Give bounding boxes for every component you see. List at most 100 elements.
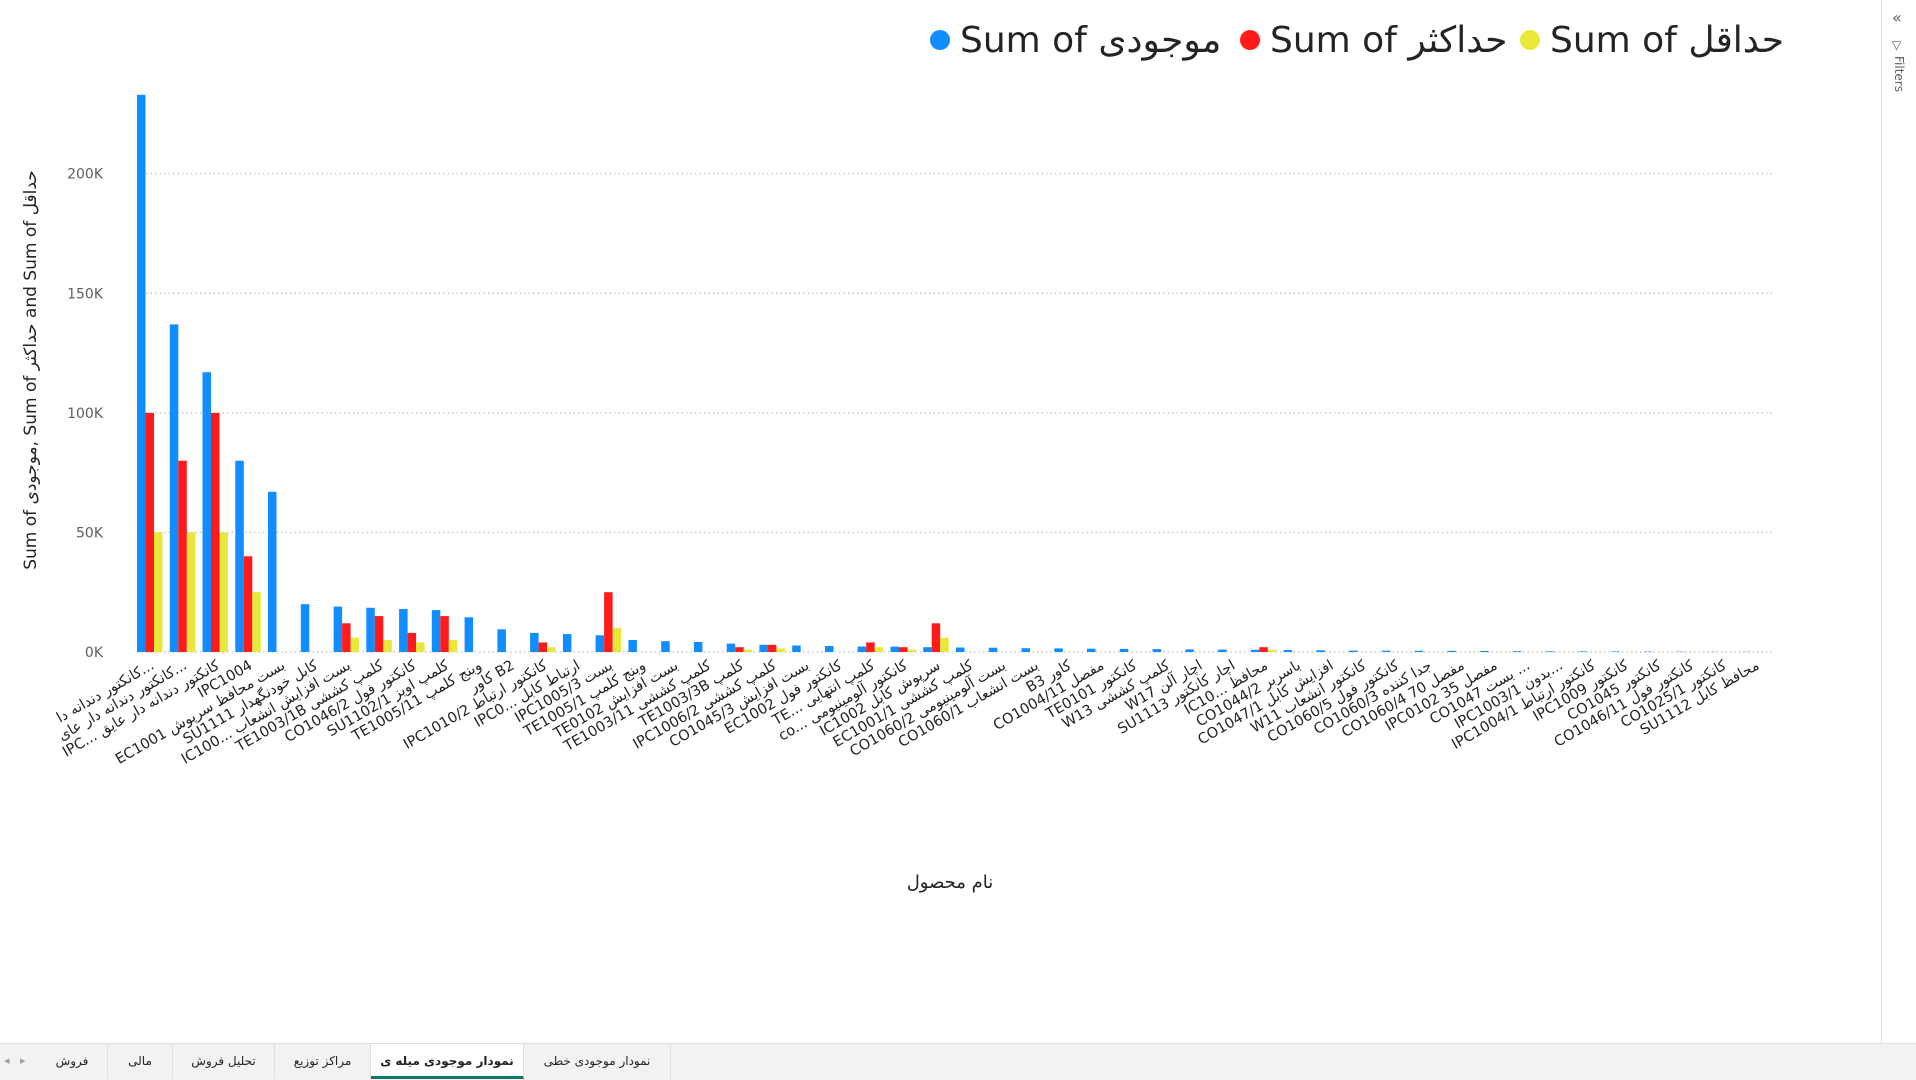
- bar-1[interactable]: [137, 95, 146, 652]
- tab-finance[interactable]: مالی: [108, 1044, 173, 1079]
- bar-1[interactable]: [759, 645, 768, 652]
- bar-3[interactable]: [416, 642, 425, 652]
- bar-1[interactable]: [399, 609, 408, 652]
- bar-3[interactable]: [383, 640, 392, 652]
- bar-2[interactable]: [211, 413, 220, 652]
- bar-1[interactable]: [661, 641, 670, 652]
- tab-inventory-bar-chart[interactable]: نمودار موجودی میله ی: [371, 1044, 524, 1079]
- bar-2[interactable]: [408, 633, 417, 652]
- bar-2[interactable]: [440, 616, 449, 652]
- bar-3[interactable]: [744, 650, 753, 652]
- bar-3[interactable]: [351, 638, 360, 652]
- bar-1[interactable]: [563, 634, 572, 652]
- bar-1[interactable]: [1415, 651, 1424, 652]
- bar-3[interactable]: [252, 592, 260, 652]
- bar-3[interactable]: [940, 638, 949, 652]
- bar-1[interactable]: [1316, 650, 1325, 652]
- bar-2[interactable]: [146, 413, 155, 652]
- bar-1[interactable]: [628, 640, 637, 652]
- bar-1[interactable]: [1480, 651, 1489, 652]
- bar-3[interactable]: [1268, 650, 1277, 652]
- bar-2[interactable]: [178, 461, 187, 652]
- bar-1[interactable]: [301, 604, 310, 652]
- legend-marker: [930, 30, 950, 50]
- bars: [137, 95, 1751, 652]
- bar-2[interactable]: [899, 647, 908, 652]
- bar-1[interactable]: [1153, 649, 1162, 652]
- bar-1[interactable]: [858, 647, 867, 653]
- bar-3[interactable]: [613, 628, 622, 652]
- bar-1[interactable]: [530, 633, 539, 652]
- y-tick-label: 50K: [76, 525, 104, 541]
- bar-3[interactable]: [154, 532, 163, 652]
- legend-marker: [1520, 30, 1540, 50]
- legend-label: Sum of حداقل: [1550, 20, 1784, 61]
- bar-1[interactable]: [1349, 651, 1358, 652]
- bar-1[interactable]: [989, 648, 998, 652]
- bar-1[interactable]: [465, 617, 474, 652]
- bar-2[interactable]: [604, 592, 613, 652]
- bar-1[interactable]: [1054, 648, 1063, 652]
- gridlines: [137, 174, 1775, 652]
- bar-1[interactable]: [170, 324, 179, 652]
- bar-1[interactable]: [1120, 649, 1129, 652]
- tab-sales[interactable]: فروش: [37, 1044, 108, 1079]
- bar-1[interactable]: [1513, 651, 1522, 652]
- bar-2[interactable]: [375, 616, 384, 652]
- bar-1[interactable]: [203, 372, 212, 652]
- bar-1[interactable]: [1611, 652, 1620, 653]
- bar-3[interactable]: [547, 647, 556, 652]
- bar-1[interactable]: [694, 642, 703, 652]
- bar-1[interactable]: [727, 644, 736, 652]
- filters-label[interactable]: Filters: [1892, 56, 1906, 92]
- bar-2[interactable]: [539, 642, 548, 652]
- bar-1[interactable]: [1218, 650, 1227, 652]
- bar-2[interactable]: [932, 623, 941, 652]
- bar-3[interactable]: [449, 640, 458, 652]
- bar-3[interactable]: [187, 532, 196, 652]
- bar-1[interactable]: [1578, 651, 1587, 652]
- bar-2[interactable]: [735, 647, 744, 652]
- bar-3[interactable]: [875, 647, 884, 652]
- bar-1[interactable]: [1546, 651, 1555, 652]
- bar-1[interactable]: [1022, 648, 1031, 652]
- y-tick-label: 0K: [85, 645, 104, 661]
- bar-1[interactable]: [334, 607, 343, 652]
- bar-2[interactable]: [342, 623, 351, 652]
- bar-1[interactable]: [1185, 649, 1194, 652]
- bar-1[interactable]: [268, 492, 277, 652]
- bar-1[interactable]: [891, 647, 900, 652]
- bar-1[interactable]: [497, 629, 506, 652]
- bar-3[interactable]: [776, 648, 785, 652]
- tab-distribution-centers[interactable]: مراکز توزیع: [275, 1044, 371, 1079]
- bar-1[interactable]: [235, 461, 244, 652]
- bar-1[interactable]: [1447, 651, 1456, 652]
- bar-2[interactable]: [1259, 647, 1268, 652]
- bar-1[interactable]: [956, 648, 965, 653]
- prev-page-icon[interactable]: ◂: [4, 1054, 10, 1067]
- bar-1[interactable]: [825, 646, 834, 652]
- filter-icon: ▽: [1892, 38, 1901, 52]
- tab-inventory-line-chart[interactable]: نمودار موجودی خطی: [524, 1044, 671, 1079]
- bar-1[interactable]: [432, 610, 441, 652]
- bar-1[interactable]: [1284, 650, 1293, 652]
- bar-3[interactable]: [220, 532, 229, 652]
- next-page-icon[interactable]: ▸: [20, 1054, 26, 1067]
- bar-2[interactable]: [768, 645, 777, 652]
- bar-1[interactable]: [792, 646, 801, 653]
- bar-1[interactable]: [596, 635, 605, 652]
- collapse-icon[interactable]: «: [1892, 8, 1902, 27]
- bar-2[interactable]: [866, 642, 875, 652]
- bar-1[interactable]: [366, 608, 375, 652]
- bar-1[interactable]: [1382, 651, 1391, 652]
- bar-1[interactable]: [1251, 650, 1260, 652]
- bar-3[interactable]: [908, 650, 917, 652]
- filters-pane[interactable]: « ▽ Filters: [1881, 0, 1916, 1043]
- bar-1[interactable]: [1087, 649, 1096, 652]
- y-axis-title: Sum of موجودی, Sum of حداکثر and Sum of …: [21, 170, 41, 570]
- bar-1[interactable]: [923, 647, 932, 652]
- tab-sales-analysis[interactable]: تحلیل فروش: [173, 1044, 275, 1079]
- bar-2[interactable]: [244, 556, 253, 652]
